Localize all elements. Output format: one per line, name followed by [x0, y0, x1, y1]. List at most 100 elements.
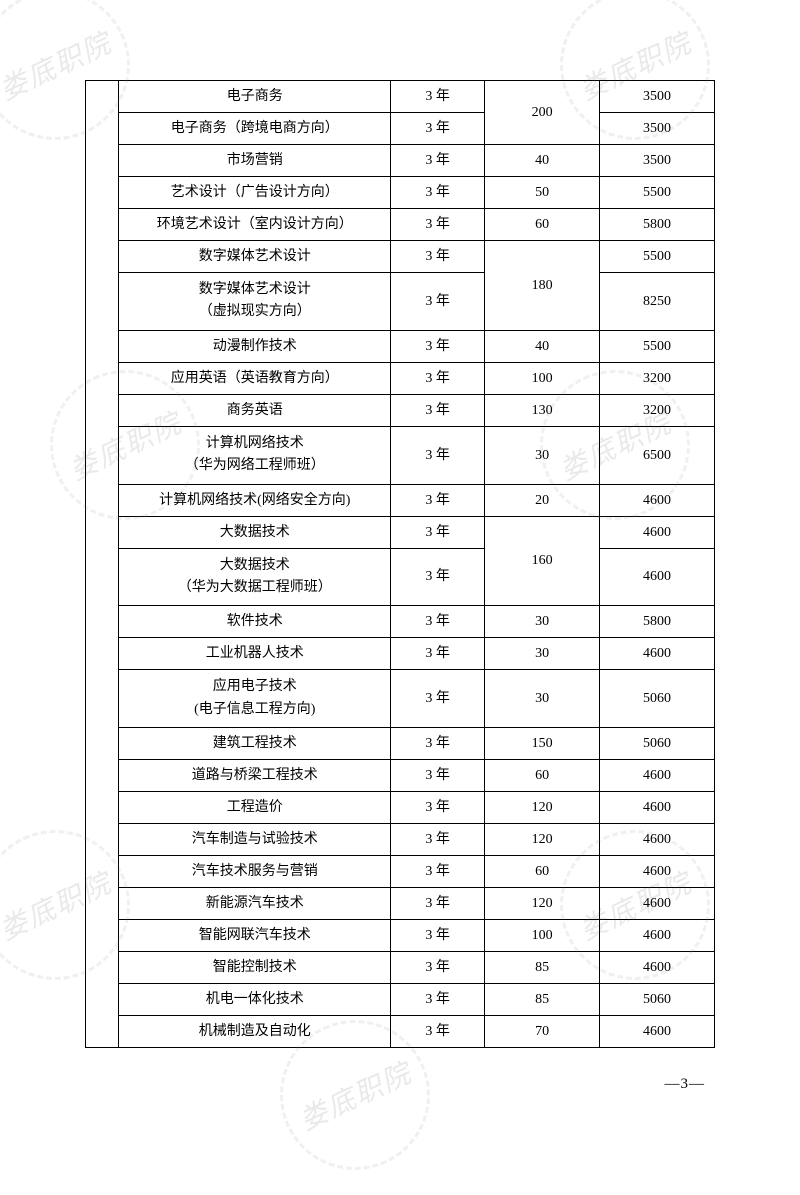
- fee-cell: 8250: [600, 273, 715, 331]
- fee-cell: 3500: [600, 145, 715, 177]
- duration-cell: 3 年: [391, 145, 485, 177]
- enrollment-cell: 70: [485, 1016, 600, 1048]
- fee-cell: 3200: [600, 394, 715, 426]
- program-name: 道路与桥梁工程技术: [119, 760, 391, 792]
- duration-cell: 3 年: [391, 952, 485, 984]
- fee-cell: 4600: [600, 760, 715, 792]
- duration-cell: 3 年: [391, 728, 485, 760]
- enrollment-cell: 30: [485, 670, 600, 728]
- program-name: 电子商务（跨境电商方向）: [119, 113, 391, 145]
- enrollment-cell: 200: [485, 81, 600, 145]
- duration-cell: 3 年: [391, 330, 485, 362]
- enrollment-cell: 100: [485, 920, 600, 952]
- table-row: 电子商务（跨境电商方向）3 年 3500: [86, 113, 715, 145]
- program-name: 计算机网络技术(网络安全方向): [119, 484, 391, 516]
- fee-cell: 5500: [600, 177, 715, 209]
- table-row: 建筑工程技术3 年1505060: [86, 728, 715, 760]
- duration-cell: 3 年: [391, 113, 485, 145]
- fee-cell: 4600: [600, 792, 715, 824]
- enrollment-cell: 30: [485, 638, 600, 670]
- enrollment-cell: 40: [485, 330, 600, 362]
- enrollment-cell: 85: [485, 952, 600, 984]
- table-row: 汽车技术服务与营销3 年604600: [86, 856, 715, 888]
- enrollment-cell: 30: [485, 606, 600, 638]
- table-row: 艺术设计（广告设计方向）3 年505500: [86, 177, 715, 209]
- duration-cell: 3 年: [391, 984, 485, 1016]
- table-row: 智能控制技术3 年854600: [86, 952, 715, 984]
- fee-cell: 4600: [600, 1016, 715, 1048]
- fee-cell: 4600: [600, 548, 715, 606]
- fee-cell: 4600: [600, 856, 715, 888]
- table-row: 数字媒体艺术设计（虚拟现实方向）3 年8250: [86, 273, 715, 331]
- enrollment-cell: 40: [485, 145, 600, 177]
- fee-cell: 5800: [600, 606, 715, 638]
- program-name: 机械制造及自动化: [119, 1016, 391, 1048]
- program-name: 智能控制技术: [119, 952, 391, 984]
- duration-cell: 3 年: [391, 920, 485, 952]
- table-row: 大数据技术3 年1604600: [86, 516, 715, 548]
- table-row: 应用英语（英语教育方向）3 年1003200: [86, 362, 715, 394]
- fee-cell: 5500: [600, 330, 715, 362]
- enrollment-cell: 180: [485, 241, 600, 331]
- duration-cell: 3 年: [391, 888, 485, 920]
- program-name: 工程造价: [119, 792, 391, 824]
- enrollment-cell: 120: [485, 888, 600, 920]
- table-row: 市场营销3 年403500: [86, 145, 715, 177]
- table-row: 计算机网络技术（华为网络工程师班）3 年306500: [86, 426, 715, 484]
- enrollment-cell: 60: [485, 760, 600, 792]
- duration-cell: 3 年: [391, 516, 485, 548]
- duration-cell: 3 年: [391, 606, 485, 638]
- program-name: 计算机网络技术（华为网络工程师班）: [119, 426, 391, 484]
- fee-cell: 4600: [600, 952, 715, 984]
- duration-cell: 3 年: [391, 856, 485, 888]
- program-name: 数字媒体艺术设计: [119, 241, 391, 273]
- fee-cell: 6500: [600, 426, 715, 484]
- enrollment-cell: 130: [485, 394, 600, 426]
- duration-cell: 3 年: [391, 548, 485, 606]
- duration-cell: 3 年: [391, 177, 485, 209]
- program-name: 新能源汽车技术: [119, 888, 391, 920]
- program-name: 工业机器人技术: [119, 638, 391, 670]
- enrollment-cell: 100: [485, 362, 600, 394]
- table-row: 新能源汽车技术3 年1204600: [86, 888, 715, 920]
- program-name: 应用英语（英语教育方向）: [119, 362, 391, 394]
- enrollment-cell: 120: [485, 824, 600, 856]
- duration-cell: 3 年: [391, 394, 485, 426]
- table-row: 大数据技术（华为大数据工程师班）3 年4600: [86, 548, 715, 606]
- enrollment-cell: 150: [485, 728, 600, 760]
- fee-cell: 5800: [600, 209, 715, 241]
- program-name: 智能网联汽车技术: [119, 920, 391, 952]
- duration-cell: 3 年: [391, 792, 485, 824]
- duration-cell: 3 年: [391, 241, 485, 273]
- duration-cell: 3 年: [391, 484, 485, 516]
- fee-cell: 4600: [600, 824, 715, 856]
- table-row: 道路与桥梁工程技术3 年604600: [86, 760, 715, 792]
- duration-cell: 3 年: [391, 209, 485, 241]
- enrollment-cell: 50: [485, 177, 600, 209]
- fee-cell: 5060: [600, 670, 715, 728]
- program-table: 电子商务3 年2003500电子商务（跨境电商方向）3 年3500市场营销3 年…: [85, 80, 715, 1048]
- duration-cell: 3 年: [391, 81, 485, 113]
- duration-cell: 3 年: [391, 638, 485, 670]
- program-name: 应用电子技术(电子信息工程方向): [119, 670, 391, 728]
- page-number: —3—: [665, 1076, 706, 1093]
- program-name: 电子商务: [119, 81, 391, 113]
- table-row: 电子商务3 年2003500: [86, 81, 715, 113]
- program-name: 艺术设计（广告设计方向）: [119, 177, 391, 209]
- fee-cell: 5500: [600, 241, 715, 273]
- program-name: 市场营销: [119, 145, 391, 177]
- fee-cell: 4600: [600, 484, 715, 516]
- fee-cell: 5060: [600, 728, 715, 760]
- enrollment-cell: 160: [485, 516, 600, 606]
- duration-cell: 3 年: [391, 273, 485, 331]
- program-name: 商务英语: [119, 394, 391, 426]
- enrollment-cell: 20: [485, 484, 600, 516]
- enrollment-cell: 85: [485, 984, 600, 1016]
- duration-cell: 3 年: [391, 670, 485, 728]
- duration-cell: 3 年: [391, 362, 485, 394]
- table-row: 汽车制造与试验技术3 年1204600: [86, 824, 715, 856]
- program-name: 汽车制造与试验技术: [119, 824, 391, 856]
- table-row: 智能网联汽车技术3 年1004600: [86, 920, 715, 952]
- fee-cell: 3500: [600, 113, 715, 145]
- program-name: 建筑工程技术: [119, 728, 391, 760]
